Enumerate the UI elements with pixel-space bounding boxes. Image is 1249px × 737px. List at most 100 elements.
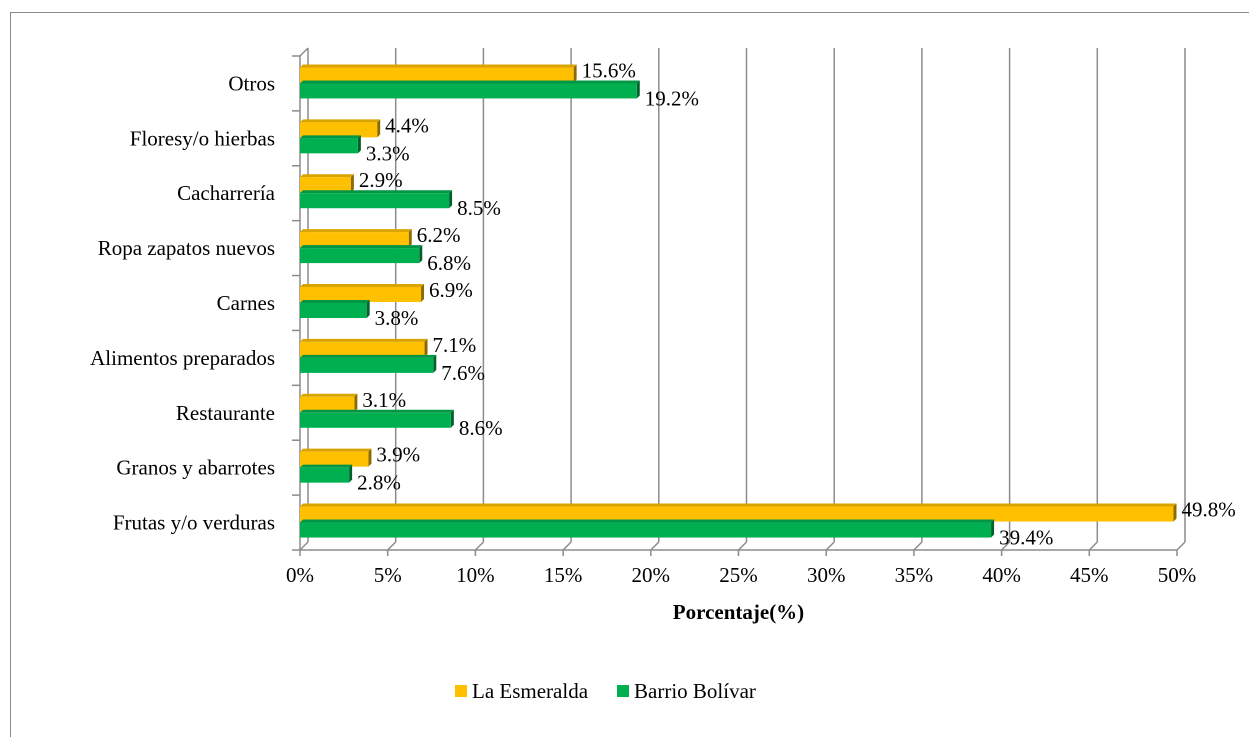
bar-end-face	[419, 245, 423, 264]
x-tick-label: 30%	[807, 563, 846, 587]
x-tick-label: 10%	[456, 563, 495, 587]
x-tick-label: 5%	[374, 563, 402, 587]
data-label: 2.9%	[359, 168, 403, 192]
bar	[300, 357, 434, 373]
bar-top-face	[300, 464, 353, 468]
category-label: Restaurante	[176, 401, 275, 425]
bar-end-face	[991, 519, 995, 538]
bar-end-face	[449, 190, 453, 209]
x-tick-label: 20%	[632, 563, 671, 587]
bar-end-face	[450, 409, 454, 428]
bar-top-face	[300, 448, 372, 452]
x-tick-label: 40%	[982, 563, 1021, 587]
bar-end-face	[433, 354, 437, 373]
data-label: 49.8%	[1181, 498, 1235, 522]
data-label: 7.1%	[433, 333, 477, 357]
bar-top-face	[300, 80, 640, 84]
bar-end-face	[349, 464, 353, 483]
wall-edge	[299, 47, 309, 57]
data-label: 8.6%	[459, 416, 503, 440]
floor-gridline	[299, 541, 309, 551]
data-label: 7.6%	[441, 361, 485, 385]
bar	[300, 83, 637, 99]
bar-end-face	[636, 80, 640, 99]
bar-top-face	[300, 519, 995, 523]
bar-top-face	[300, 409, 454, 413]
floor-gridline	[650, 541, 660, 551]
data-label: 4.4%	[385, 113, 429, 137]
bar-end-face	[573, 64, 577, 83]
bar-top-face	[300, 354, 437, 358]
legend-swatch	[617, 685, 629, 697]
bar-top-face	[300, 229, 412, 233]
bar	[300, 412, 451, 428]
bar	[300, 248, 420, 264]
bar-end-face	[366, 300, 370, 318]
bar-top-face	[300, 393, 358, 397]
x-tick-label: 50%	[1158, 563, 1197, 587]
category-label: Alimentos preparados	[90, 346, 275, 370]
bar-top-face	[300, 64, 577, 68]
bar	[300, 467, 350, 483]
category-label: Granos y abarrotes	[116, 456, 275, 480]
floor-gridline	[825, 541, 835, 551]
bar-top-face	[300, 174, 354, 178]
chart-frame	[10, 12, 1249, 737]
x-tick-label: 15%	[544, 563, 583, 587]
x-tick-label: 35%	[895, 563, 934, 587]
floor-gridline	[562, 541, 572, 551]
category-label: Frutas y/o verduras	[113, 511, 275, 535]
x-tick-label: 0%	[286, 563, 314, 587]
data-label: 6.8%	[427, 251, 471, 275]
bar	[300, 506, 1174, 522]
bar-top-face	[300, 338, 428, 342]
legend-label: La Esmeralda	[472, 679, 589, 703]
data-label: 19.2%	[645, 86, 699, 110]
category-label: Otros	[228, 71, 275, 95]
bar	[300, 451, 369, 467]
floor-gridline	[1088, 541, 1098, 551]
data-label: 3.1%	[362, 388, 406, 412]
bar	[300, 287, 422, 302]
x-axis-title: Porcentaje(%)	[673, 600, 804, 624]
floor-gridline	[913, 541, 923, 551]
data-label: 6.9%	[429, 278, 473, 302]
legend-label: Barrio Bolívar	[634, 679, 756, 703]
bar	[300, 177, 351, 193]
bar-top-face	[300, 300, 370, 303]
bar-top-face	[300, 503, 1177, 507]
bar-end-face	[357, 135, 361, 154]
floor-gridline	[737, 541, 748, 551]
category-label: Floresy/o hierbas	[130, 126, 275, 150]
bar-end-face	[354, 393, 358, 412]
bar-top-face	[300, 190, 453, 194]
data-label: 3.9%	[376, 443, 420, 467]
floor-gridline	[474, 541, 484, 551]
floor-gridline	[1001, 541, 1011, 551]
data-label: 2.8%	[357, 471, 401, 495]
bar-top-face	[300, 245, 423, 249]
bar	[300, 67, 574, 83]
category-label: Cacharrería	[177, 181, 276, 205]
bar-end-face	[1173, 503, 1177, 522]
bar-top-face	[300, 284, 425, 287]
bar	[300, 193, 450, 209]
bar-top-face	[300, 135, 361, 139]
legend-swatch	[455, 685, 467, 697]
bar	[300, 122, 378, 138]
data-label: 8.5%	[457, 196, 501, 220]
bar-end-face	[368, 448, 372, 467]
bar	[300, 232, 409, 248]
bar-end-face	[350, 174, 354, 193]
bar	[300, 303, 367, 318]
bar-end-face	[377, 119, 381, 138]
bar-end-face	[421, 284, 425, 302]
category-label: Ropa zapatos nuevos	[98, 236, 275, 260]
x-tick-label: 45%	[1070, 563, 1109, 587]
data-label: 15.6%	[582, 58, 636, 82]
floor-gridline	[387, 541, 397, 551]
data-label: 6.2%	[417, 223, 461, 247]
floor-gridline	[1176, 541, 1186, 551]
bar-end-face	[408, 229, 412, 248]
